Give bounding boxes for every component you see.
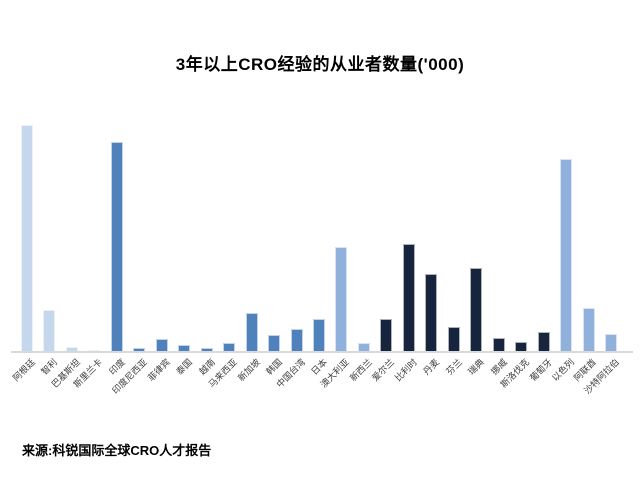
bar	[582, 308, 595, 351]
bar	[492, 338, 505, 351]
bar	[110, 142, 123, 351]
bar	[43, 310, 56, 351]
x-axis-label: 比利时	[392, 357, 419, 384]
x-axis-label: 阿根廷	[10, 357, 38, 384]
bar	[604, 334, 617, 351]
x-axis-label: 新西兰	[347, 357, 374, 384]
bar	[21, 125, 33, 351]
bar	[200, 348, 213, 351]
bar	[380, 319, 393, 351]
x-axis-label: 芬兰	[444, 357, 464, 377]
x-axis-label: 菲律宾	[145, 357, 172, 384]
bar	[290, 329, 303, 351]
x-axis-label: 新加坡	[235, 357, 262, 384]
bar	[560, 159, 573, 351]
bar	[335, 247, 348, 351]
source-note: 来源:科锐国际全球CRO人才报告	[22, 443, 212, 458]
bar	[268, 335, 281, 351]
bar	[312, 319, 325, 351]
x-axis-label: 泰国	[174, 357, 195, 377]
bar	[155, 339, 168, 351]
bar	[133, 348, 146, 351]
bar	[515, 342, 528, 351]
bar	[425, 274, 438, 351]
x-axis-line	[11, 351, 633, 353]
x-axis-label: 瑞典	[466, 357, 487, 377]
bar	[178, 345, 191, 351]
bar	[88, 350, 101, 351]
bar	[447, 327, 460, 351]
bar	[245, 313, 258, 351]
bar	[357, 343, 370, 351]
bar	[537, 332, 550, 351]
x-axis-label: 丹麦	[421, 357, 442, 377]
x-axis-label: 韩国	[264, 357, 285, 377]
x-axis-label: 爱尔兰	[370, 357, 397, 384]
bar	[65, 347, 78, 351]
bar	[402, 244, 415, 351]
x-axis-label: 以色列	[549, 357, 577, 384]
bar	[223, 343, 236, 351]
bar	[470, 268, 483, 351]
x-axis-label: 葡萄牙	[527, 357, 554, 384]
chart-title: 3年以上CRO经验的从业者数量('000)	[175, 55, 465, 74]
plot-area: 阿根廷 智利 巴基斯坦 斯里兰卡 印度 印度尼西亚 菲律宾 泰国 越南 马来西亚 新加坡 韩国 中国台湾…	[11, 110, 633, 396]
